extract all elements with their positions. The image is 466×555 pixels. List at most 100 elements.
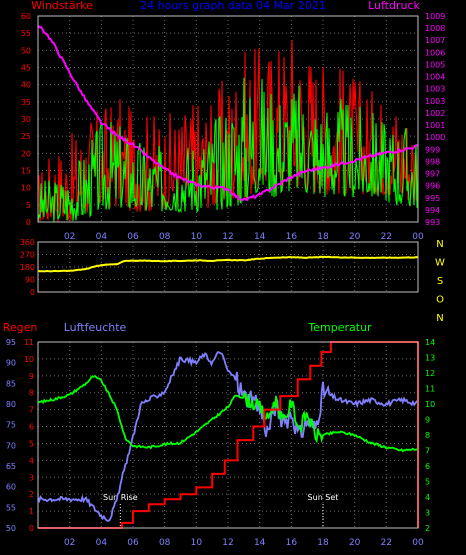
lower-chart-x-tick-label: 00 (412, 538, 424, 548)
rain-y-tick-label: 11 (24, 338, 34, 347)
pressure-y-tick-label: 1005 (425, 60, 445, 69)
humidity-y-tick-label: 55 (6, 503, 16, 512)
lower-chart-x-tick-label: 02 (64, 538, 75, 548)
pressure-y-tick-label: 1003 (425, 97, 445, 106)
temperature-y-tick-label: 5 (425, 478, 430, 487)
lower-chart-x-tick-label: 16 (286, 538, 298, 548)
pressure-y-tick-label: 993 (425, 218, 440, 227)
rain-axis-title: Regen (3, 321, 38, 334)
lower-chart-x-tick-label: 06 (127, 538, 139, 548)
pressure-y-tick-label: 997 (425, 170, 440, 179)
lower-chart-x-tick-label: 20 (349, 538, 361, 548)
wind-chart-frame (37, 15, 419, 223)
lower-chart-x-tick-label: 12 (222, 538, 233, 548)
sun-set-label: Sun Set (308, 493, 339, 502)
pressure-axis-title: Luftdruck (368, 0, 420, 12)
direction-compass-label: N (436, 313, 443, 324)
rain-y-tick-label: 8 (29, 389, 34, 398)
humidity-y-tick-label: 60 (6, 483, 16, 492)
wind-chart-x-tick-label: 22 (381, 232, 392, 242)
wind-y-tick-label: 35 (21, 98, 31, 107)
lower-chart-x-tick-label: 08 (159, 538, 171, 548)
pressure-y-tick-label: 995 (425, 194, 440, 203)
direction-chart-frame (37, 241, 419, 293)
humidity-y-tick-label: 65 (6, 462, 16, 471)
pressure-y-tick-label: 1001 (425, 121, 445, 130)
wind-y-tick-label: 40 (21, 81, 31, 90)
direction-y-tick-label: 270 (20, 251, 35, 260)
wind-speed-axis-title: Windstärke (31, 0, 93, 12)
wind-y-tick-label: 50 (21, 46, 31, 55)
humidity-y-tick-label: 85 (6, 379, 16, 388)
pressure-line (37, 24, 419, 202)
wind-chart-x-tick-label: 12 (222, 232, 233, 242)
rain-y-tick-label: 7 (29, 406, 34, 415)
temperature-y-tick-label: 7 (425, 447, 430, 456)
humidity-y-tick-label: 50 (6, 524, 16, 533)
rain-y-tick-label: 9 (29, 372, 34, 381)
wind-y-tick-label: 25 (21, 132, 31, 141)
temperature-y-tick-label: 12 (425, 369, 435, 378)
lower-chart-x-tick-label: 04 (96, 538, 108, 548)
pressure-y-tick-label: 1003 (425, 85, 445, 94)
rain-y-tick-label: 4 (29, 456, 34, 465)
direction-compass-label: O (436, 295, 444, 306)
temperature-line (37, 375, 418, 453)
temperature-y-tick-label: 11 (425, 385, 435, 394)
temperature-y-tick-label: 6 (425, 462, 430, 471)
wind-y-tick-label: 0 (26, 218, 31, 227)
wind-y-tick-label: 30 (21, 115, 31, 124)
pressure-y-tick-label: 1004 (425, 73, 445, 82)
wind-chart-x-tick-label: 04 (96, 232, 108, 242)
temperature-axis-title: Temperatur (307, 321, 372, 334)
wind-direction-line (37, 255, 419, 273)
temperature-y-tick-label: 10 (425, 400, 435, 409)
rain-y-tick-label: 1 (29, 507, 34, 516)
rain-y-tick-label: 2 (29, 490, 34, 499)
pressure-y-tick-label: 1006 (425, 48, 445, 57)
wind-chart-x-tick-label: 02 (64, 232, 75, 242)
pressure-y-tick-label: 1000 (425, 133, 445, 142)
pressure-y-tick-label: 1008 (425, 24, 445, 33)
wind-chart-x-tick-label: 16 (286, 232, 298, 242)
chart-title: 24 hours graph data 04 Mar 2021 (140, 0, 326, 12)
humidity-line (37, 351, 419, 522)
humidity-y-tick-label: 95 (6, 338, 16, 347)
lower-chart-x-tick-label: 14 (254, 538, 266, 548)
rain-line (38, 341, 419, 529)
direction-compass-label: N (436, 239, 443, 250)
rain-y-tick-label: 10 (24, 355, 34, 364)
wind-y-tick-label: 5 (26, 201, 31, 210)
lower-chart-x-tick-label: 18 (317, 538, 329, 548)
direction-y-tick-label: 180 (20, 263, 35, 272)
wind-chart-x-tick-label: 06 (127, 232, 139, 242)
rain-humidity-temperature-chart: 02 04 06 08 10 12 14 16 18 20 22 005055606570758085… (6, 338, 435, 548)
wind-chart-x-tick-label: 10 (191, 232, 203, 242)
temperature-y-tick-label: 13 (425, 354, 435, 363)
temperature-y-tick-label: 8 (425, 431, 430, 440)
rain-y-tick-label: 3 (29, 473, 34, 482)
humidity-y-tick-label: 80 (6, 400, 16, 409)
rain-y-tick-label: 0 (29, 524, 34, 533)
wind-chart-x-tick-label: 18 (317, 232, 329, 242)
direction-y-tick-label: 90 (25, 276, 35, 285)
pressure-y-tick-label: 998 (425, 157, 440, 166)
wind-chart-x-tick-label: 14 (254, 232, 266, 242)
humidity-y-tick-label: 90 (6, 359, 16, 368)
lower-chart-frame (37, 341, 419, 529)
direction-y-tick-label: 0 (30, 288, 35, 297)
pressure-y-tick-label: 996 (425, 182, 440, 191)
direction-compass-label: S (437, 276, 443, 287)
humidity-axis-title: Luftfeuchte (64, 321, 127, 334)
lower-chart-x-tick-label: 10 (191, 538, 203, 548)
temperature-y-tick-label: 3 (425, 509, 430, 518)
wind-y-tick-label: 45 (21, 64, 31, 73)
wind-y-tick-label: 60 (21, 12, 31, 21)
rain-y-tick-label: 6 (29, 423, 34, 432)
humidity-y-tick-label: 75 (6, 421, 16, 430)
wind-chart-x-tick-label: 08 (159, 232, 171, 242)
wind-pressure-chart: 02 04 06 08 10 12 14 16 18 20 22 000510152025303540… (21, 12, 446, 242)
wind-y-tick-label: 20 (21, 149, 31, 158)
